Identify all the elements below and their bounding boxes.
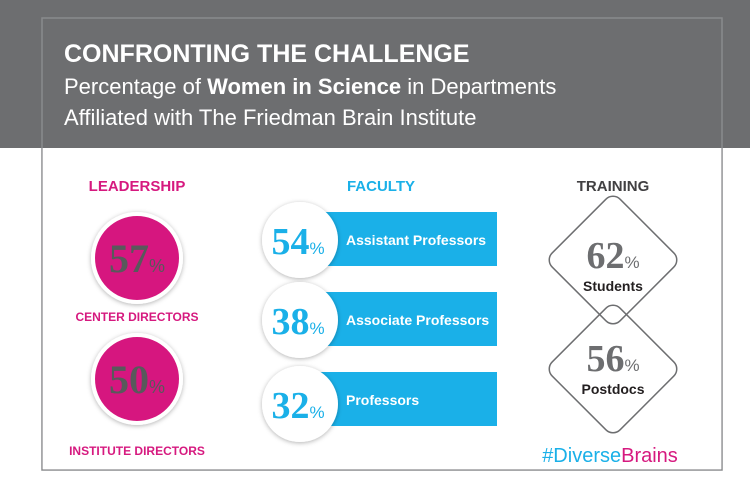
badge: [262, 202, 338, 278]
value: 32: [271, 385, 309, 427]
badge: [262, 366, 338, 442]
label: INSTITUTE DIRECTORS: [69, 444, 205, 458]
hashtag-part: #Diverse: [542, 445, 621, 467]
label: Professors: [346, 392, 419, 408]
value: 38: [271, 301, 309, 343]
badge: [262, 282, 338, 358]
label: Students: [583, 278, 643, 294]
unit: %: [309, 403, 324, 422]
value: 57: [109, 236, 149, 281]
section-heading: FACULTY: [347, 178, 415, 195]
hashtag: #DiverseBrains: [542, 445, 678, 467]
section-heading: TRAINING: [577, 178, 650, 195]
faculty-item: 54% Assistant Professors: [262, 202, 497, 278]
faculty-item: 38% Associate Professors: [262, 282, 497, 358]
unit: %: [309, 239, 324, 258]
value: 62: [586, 235, 624, 277]
badge: [91, 212, 183, 304]
hashtag-part: Brains: [621, 445, 678, 467]
percent: 56%: [586, 338, 639, 380]
percent: 57%: [109, 236, 165, 281]
frame: [41, 17, 723, 471]
subtitle-part: in Departments: [401, 74, 556, 99]
percent: 32%: [271, 385, 324, 427]
value: 54: [271, 221, 309, 263]
header-band: [0, 0, 750, 148]
faculty-item: 32% Professors: [262, 366, 497, 442]
section-heading: LEADERSHIP: [89, 178, 186, 195]
unit: %: [149, 377, 165, 397]
leadership-item: 50% INSTITUTE DIRECTORS: [69, 333, 205, 458]
unit: %: [149, 256, 165, 276]
unit: %: [624, 253, 639, 272]
subtitle-part: Percentage of: [64, 74, 207, 99]
unit: %: [624, 356, 639, 375]
title: CONFRONTING THE CHALLENGE: [64, 40, 470, 68]
label: Assistant Professors: [346, 232, 486, 248]
diamond: [548, 195, 678, 325]
percent: 62%: [586, 235, 639, 277]
leadership-item: 57% CENTER DIRECTORS: [75, 212, 199, 324]
label: CENTER DIRECTORS: [75, 310, 198, 324]
label: Associate Professors: [346, 312, 489, 328]
label: Postdocs: [581, 381, 644, 397]
subtitle-line: Affiliated with The Friedman Brain Insti…: [64, 105, 477, 130]
badge: [91, 333, 183, 425]
diamond: [548, 304, 678, 434]
value: 56: [586, 338, 624, 380]
percent: 50%: [109, 357, 165, 402]
subtitle-part: Women in Science: [207, 74, 401, 99]
training-item: 62% Students: [548, 195, 678, 325]
subtitle: Percentage of Women in Science in Depart…: [64, 74, 556, 99]
value: 50: [109, 357, 149, 402]
percent: 54%: [271, 221, 324, 263]
training-item: 56% Postdocs: [548, 304, 678, 434]
unit: %: [309, 319, 324, 338]
percent: 38%: [271, 301, 324, 343]
